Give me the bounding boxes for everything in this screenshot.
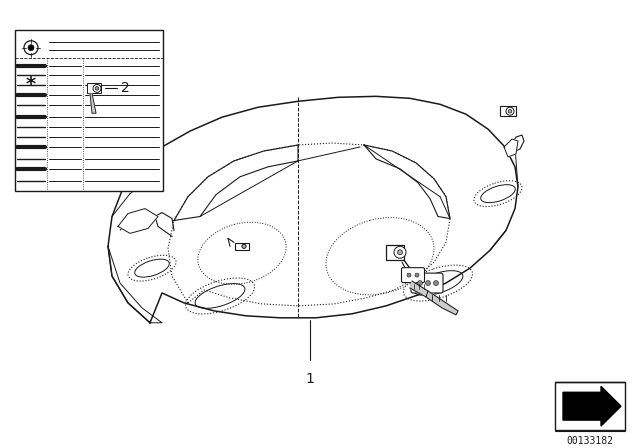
Text: *: * xyxy=(26,75,36,94)
Circle shape xyxy=(417,280,422,285)
Text: 2: 2 xyxy=(121,82,130,95)
Polygon shape xyxy=(504,139,518,157)
Text: 00133182: 00133182 xyxy=(566,436,614,446)
Circle shape xyxy=(95,86,99,90)
Circle shape xyxy=(28,45,34,51)
Bar xyxy=(386,246,404,260)
Circle shape xyxy=(407,273,411,277)
Text: 1: 1 xyxy=(305,372,314,387)
Polygon shape xyxy=(90,93,96,113)
Bar xyxy=(15,30,163,191)
FancyBboxPatch shape xyxy=(411,273,443,293)
Bar xyxy=(235,243,249,250)
Circle shape xyxy=(506,107,514,115)
Circle shape xyxy=(397,250,403,255)
Circle shape xyxy=(242,244,246,248)
Circle shape xyxy=(433,280,438,285)
Polygon shape xyxy=(410,281,428,297)
Circle shape xyxy=(24,41,38,55)
FancyBboxPatch shape xyxy=(401,267,424,283)
Circle shape xyxy=(93,84,101,92)
Circle shape xyxy=(508,109,512,113)
Circle shape xyxy=(394,246,406,258)
Polygon shape xyxy=(426,291,458,315)
Circle shape xyxy=(426,280,431,285)
Polygon shape xyxy=(118,209,158,233)
Circle shape xyxy=(415,273,419,277)
Bar xyxy=(555,382,625,430)
Bar xyxy=(500,106,516,116)
Bar xyxy=(87,83,101,93)
Circle shape xyxy=(242,244,246,248)
Polygon shape xyxy=(563,386,621,426)
